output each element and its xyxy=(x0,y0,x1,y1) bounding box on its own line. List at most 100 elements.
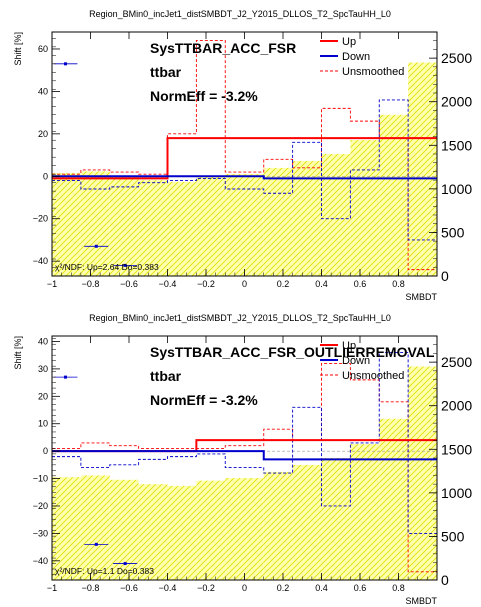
annotation-sample: ttbar xyxy=(150,64,182,80)
x-tick-label: −1 xyxy=(47,279,57,289)
legend-label-down: Down xyxy=(342,355,370,367)
nominal-bar xyxy=(379,418,409,580)
nominal-bar xyxy=(138,180,168,276)
legend: Up Down Unsmoothed xyxy=(320,340,404,382)
chi2-label: χ²/NDF: Up=1.1 Do=0.383 xyxy=(55,566,154,576)
y2-tick-label: 0 xyxy=(441,572,449,588)
series-unsmoothed-down-line xyxy=(52,99,437,241)
y-tick-label: −30 xyxy=(33,528,48,538)
legend-label-up: Up xyxy=(342,36,356,48)
x-tick-label: 0.8 xyxy=(392,583,405,593)
chi2-label: χ²/NDF: Up=2.64 Do=0.383 xyxy=(55,262,159,272)
y-axis-label: Shift [%] xyxy=(13,336,23,370)
nominal-histogram xyxy=(52,366,437,580)
nominal-bar xyxy=(196,176,226,276)
y-tick-label: −10 xyxy=(33,474,48,484)
nominal-bar xyxy=(52,477,81,580)
y2-tick-label: 2000 xyxy=(441,398,472,414)
nominal-bar xyxy=(80,475,110,580)
y2-tick-label: 500 xyxy=(441,528,465,544)
x-tick-label: 0.8 xyxy=(392,279,405,289)
nominal-bar xyxy=(292,464,322,580)
marker-point xyxy=(123,263,127,267)
y2-tick-label: 2500 xyxy=(441,354,472,370)
series-down-line xyxy=(52,450,437,461)
series-unsmoothed-down-line xyxy=(52,351,437,534)
y-tick-label: 40 xyxy=(38,86,48,96)
x-tick-label: 0.6 xyxy=(354,583,367,593)
chart-bottom: Region_BMin0_incJet1_distSMBDT_J2_Y2015_… xyxy=(13,313,472,606)
x-tick-label: 0.6 xyxy=(354,279,367,289)
plot-panel-top: Region_BMin0_incJet1_distSMBDT_J2_Y2015_… xyxy=(0,0,481,303)
nominal-bar xyxy=(321,154,351,276)
x-tick-label: −0.6 xyxy=(120,279,138,289)
y2-tick-label: 0 xyxy=(441,268,449,284)
nominal-bar xyxy=(225,174,264,276)
x-tick-label: 0.2 xyxy=(277,279,290,289)
y2-tick-label: 2500 xyxy=(441,50,472,66)
y2-tick-label: 1500 xyxy=(441,441,472,457)
x-tick-label: −0.4 xyxy=(159,583,177,593)
nominal-bar xyxy=(263,167,293,276)
annotation-systematic: SysTTBAR_ACC_FSR_OUTLIERREMOVAL xyxy=(150,344,435,360)
nominal-bar xyxy=(350,444,380,580)
x-tick-label: 0.2 xyxy=(277,583,290,593)
x-tick-label: 0 xyxy=(242,279,247,289)
y-tick-label: 60 xyxy=(38,44,48,54)
nominal-bar xyxy=(52,173,81,276)
y-axis-label: Shift [%] xyxy=(13,32,23,66)
nominal-bar xyxy=(379,114,409,277)
x-tick-label: 0.4 xyxy=(315,583,328,593)
annotation-normeff: NormEff = -3.2% xyxy=(150,392,258,408)
nominal-bar xyxy=(80,171,110,276)
nominal-bar xyxy=(321,458,351,580)
marker-point xyxy=(94,542,98,546)
y-tick-label: −20 xyxy=(33,214,48,224)
x-tick-label: −1 xyxy=(47,583,57,593)
marker-point xyxy=(63,375,67,379)
y-tick-label: 10 xyxy=(38,419,48,429)
chart-title: Region_BMin0_incJet1_distSMBDT_J2_Y2015_… xyxy=(89,9,391,19)
x-tick-label: −0.2 xyxy=(197,279,215,289)
y-tick-label: −20 xyxy=(33,501,48,511)
y-tick-label: 40 xyxy=(38,336,48,346)
plot-panel-bottom: Region_BMin0_incJet1_distSMBDT_J2_Y2015_… xyxy=(0,304,481,607)
x-tick-label: −0.2 xyxy=(197,583,215,593)
legend-label-unsmoothed: Unsmoothed xyxy=(342,370,404,382)
y2-tick-label: 2000 xyxy=(441,94,472,110)
legend-label-unsmoothed: Unsmoothed xyxy=(342,66,404,78)
x-tick-label: −0.6 xyxy=(120,583,138,593)
nominal-bar xyxy=(167,181,197,276)
legend-label-up: Up xyxy=(342,340,356,352)
annotation-sample: ttbar xyxy=(150,368,182,384)
x-axis-label: SMBDT xyxy=(406,596,438,606)
y-tick-label: 0 xyxy=(43,446,48,456)
chart-title: Region_BMin0_incJet1_distSMBDT_J2_Y2015_… xyxy=(89,313,391,323)
nominal-bar xyxy=(263,471,293,580)
series-unsmoothed-up-line xyxy=(52,40,437,271)
series-up-line xyxy=(52,137,437,180)
x-tick-label: 0 xyxy=(242,583,247,593)
series-unsmoothed-up-line xyxy=(52,362,437,573)
legend-label-down: Down xyxy=(342,51,370,63)
y2-tick-label: 500 xyxy=(441,224,465,240)
y2-tick-label: 1500 xyxy=(441,137,472,153)
x-tick-label: −0.8 xyxy=(82,279,100,289)
y-tick-label: 20 xyxy=(38,129,48,139)
nominal-bar xyxy=(109,175,139,276)
x-axis-label: SMBDT xyxy=(406,292,438,302)
annotation-systematic: SysTTBAR_ACC_FSR xyxy=(150,40,296,56)
nominal-bar xyxy=(225,478,264,580)
y2-tick-label: 1000 xyxy=(441,181,472,197)
chart-top: Region_BMin0_incJet1_distSMBDT_J2_Y2015_… xyxy=(13,9,472,302)
y2-tick-label: 1000 xyxy=(441,485,472,501)
nominal-bar xyxy=(408,366,437,580)
y-tick-label: 0 xyxy=(43,171,48,181)
marker-point xyxy=(94,244,98,248)
x-tick-label: −0.8 xyxy=(82,583,100,593)
y-tick-label: 30 xyxy=(38,364,48,374)
nominal-bar xyxy=(196,480,226,580)
nominal-bar xyxy=(138,484,168,580)
nominal-bar xyxy=(292,160,322,276)
marker-point xyxy=(123,562,127,566)
